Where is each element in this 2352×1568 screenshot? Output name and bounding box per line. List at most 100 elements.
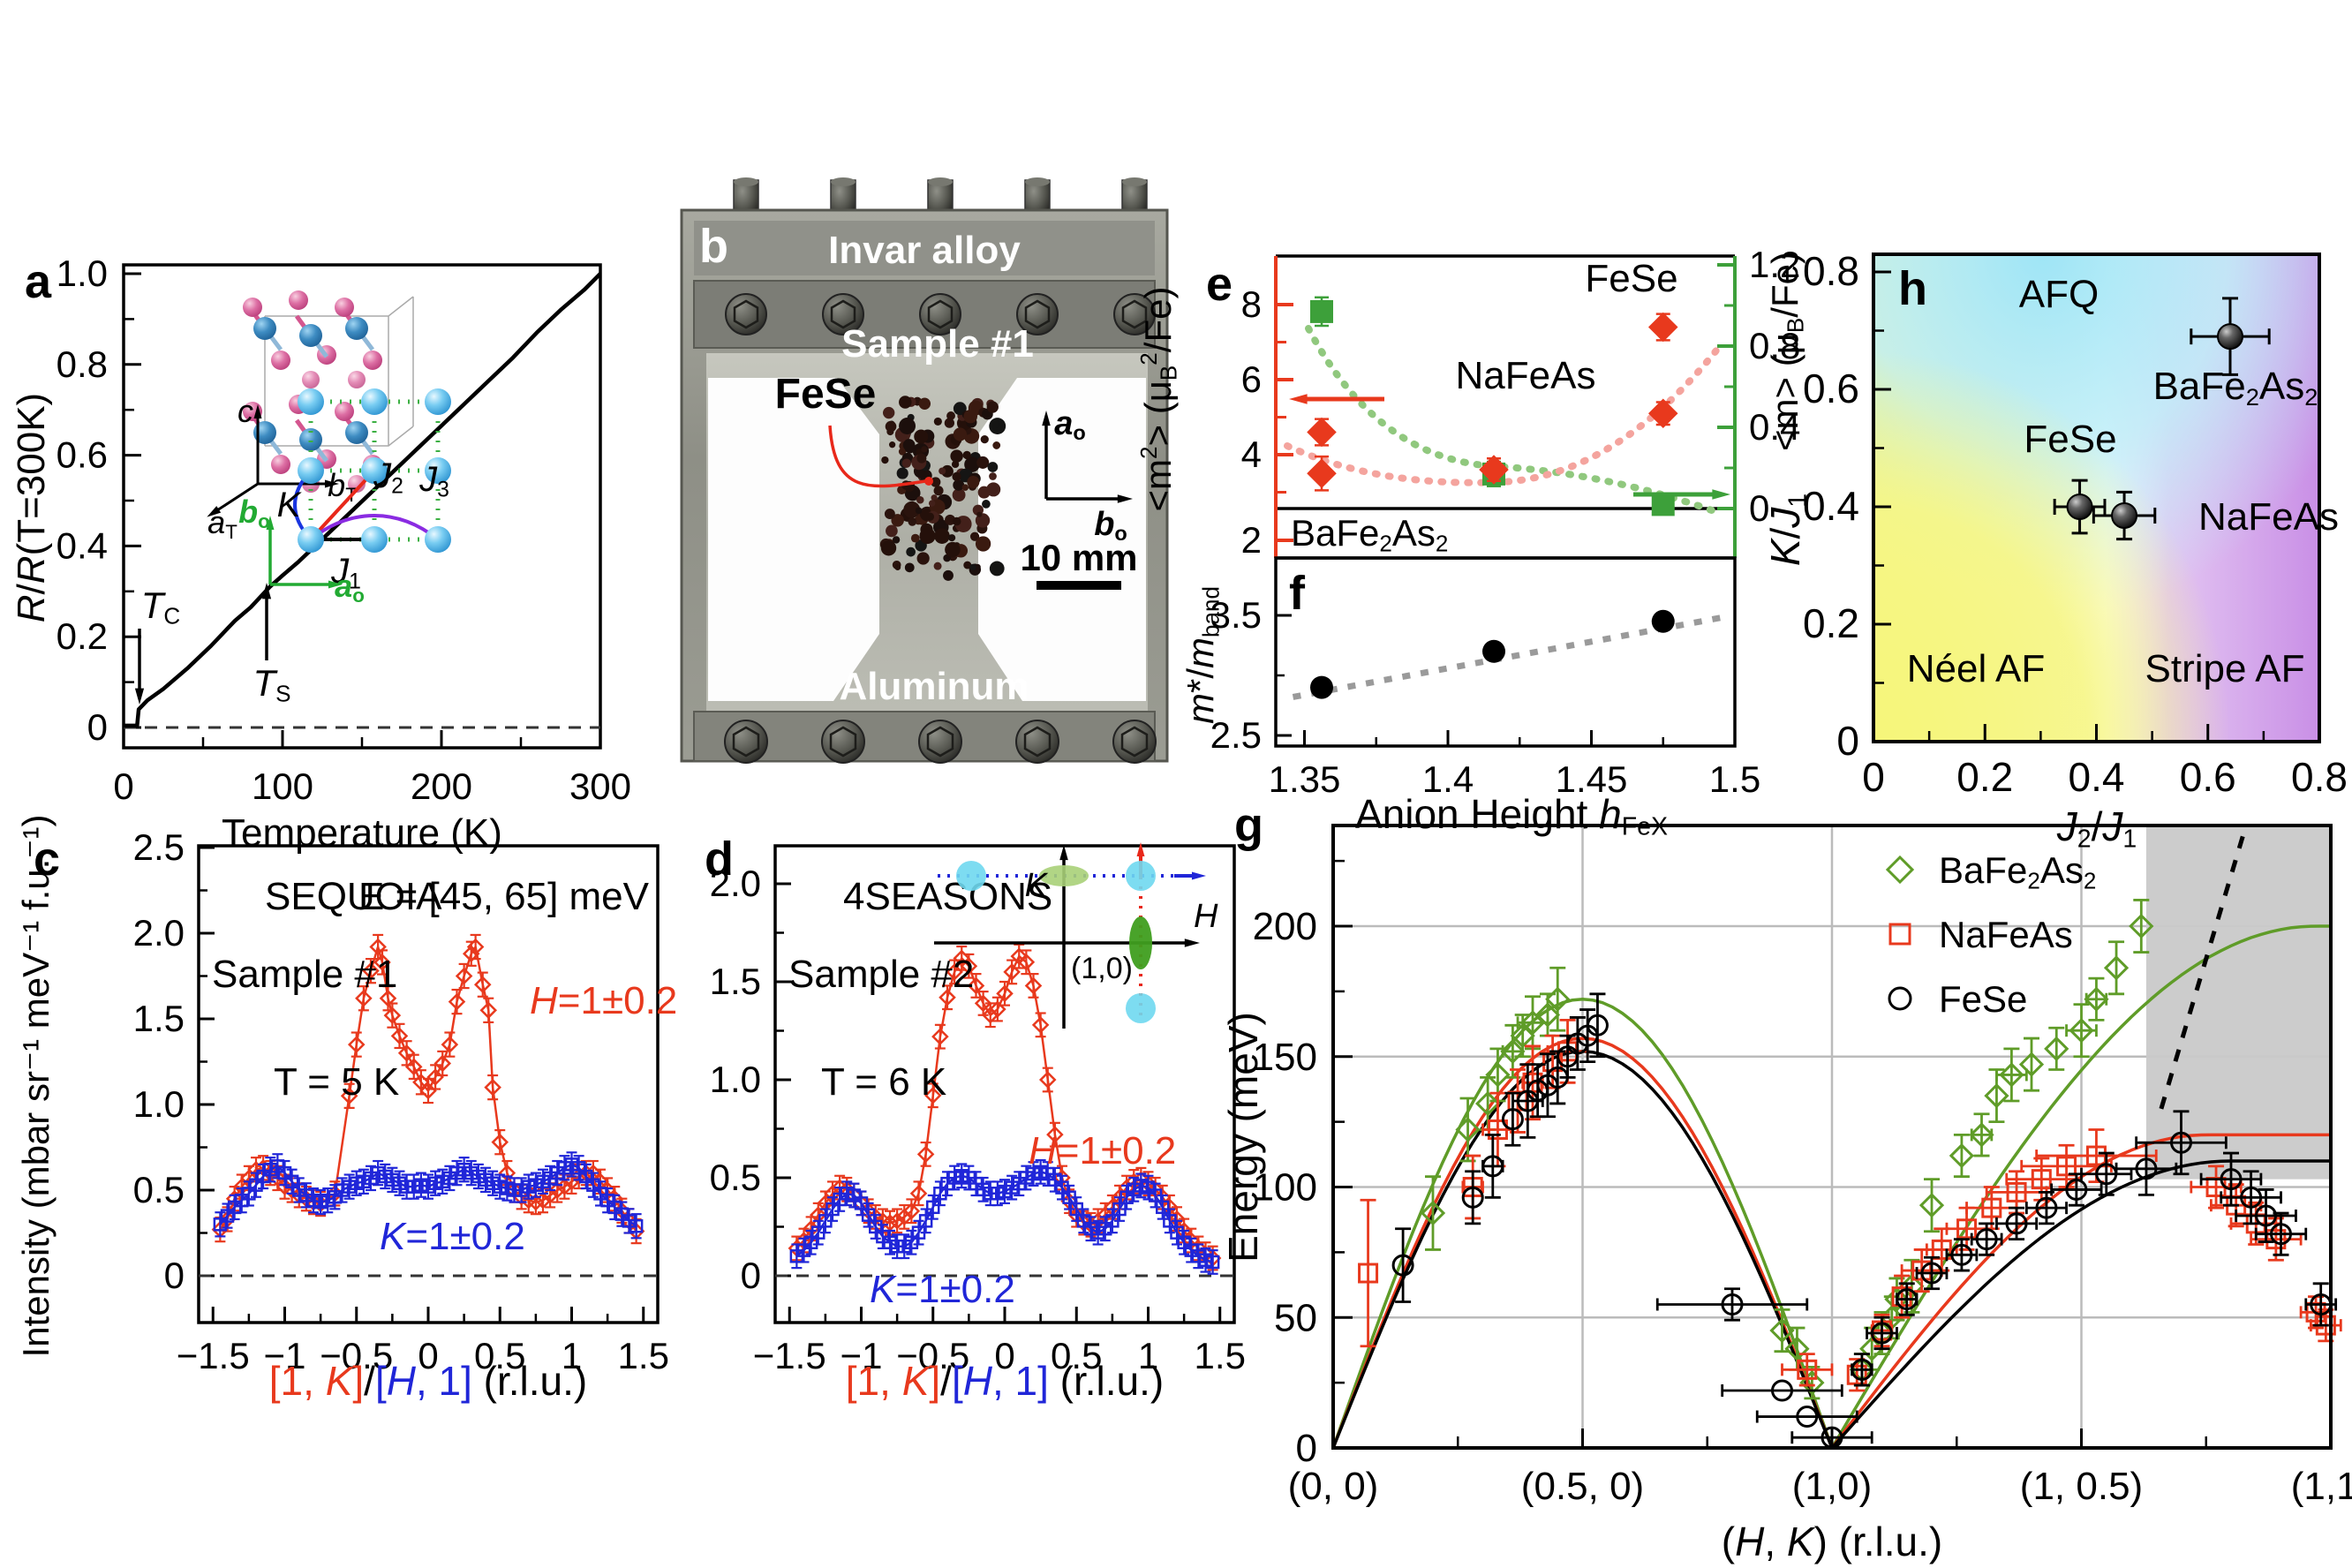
h-xlabel: J2/J1: [2056, 803, 2137, 853]
e-right-tick: 1.2: [1749, 244, 1800, 285]
panel-g-axes: 0 50 100 150 200 (0, 0) (0.5, 0) (1,0) (1, 0.5) (…: [1253, 824, 2352, 1508]
panel-d-xtick: −1: [841, 1335, 883, 1376]
panel-d-ytick: 0.5: [710, 1157, 761, 1198]
panel-d-ytick: 2.0: [710, 863, 761, 904]
a-xtick: 200: [411, 765, 472, 807]
g-xtick: (0.5, 0): [1521, 1465, 1644, 1508]
h-region-neel: Néel AF: [1907, 647, 2046, 690]
panel-h-points: [2053, 297, 2271, 541]
h-region-afq: AFQ: [2019, 273, 2099, 316]
a-xtick: 0: [113, 765, 133, 807]
panel-f: 3.5 2.51.35 1.4 1.45 1.5 m*/mband Anion Height…: [1180, 556, 1760, 841]
panel-letter-h: h: [1898, 262, 1927, 315]
g-ylabel: Energy (meV): [1220, 1012, 1266, 1263]
a-label-Ts: TS: [253, 662, 290, 707]
d-sample: Sample #2: [788, 953, 974, 996]
panel-d-series-1: [789, 1158, 1220, 1275]
h-ytick: 0.4: [1803, 483, 1859, 529]
panel-d-xtick: 1: [1138, 1335, 1158, 1376]
f-ytick: 3.5: [1210, 594, 1262, 636]
panel-d-xtick: −0.5: [896, 1335, 969, 1376]
a-xlabel: Temperature (K): [222, 811, 502, 855]
panel-c-xtick: 1: [562, 1335, 582, 1376]
h-ytick: 0.2: [1803, 600, 1859, 646]
g-xtick: (1,1): [2291, 1465, 2352, 1508]
g-ytick: 200: [1253, 905, 1317, 948]
e-right-tick: 0.4: [1749, 406, 1800, 448]
e-label-bafe2as2: BaFe2As2: [1291, 512, 1448, 557]
panel-c-xtick: −1: [264, 1335, 306, 1376]
panel-letter-g: g: [1234, 799, 1263, 852]
d-label-H: H=1±0.2: [1029, 1129, 1176, 1172]
panel-c-series-1: [213, 1151, 644, 1240]
panel-d-axes: −1.5 −1 −0.5 0 0.5 1 1.5 0 0.5 1.0 1.5 2.0: [710, 844, 1246, 1376]
a-ytick: 0.8: [57, 343, 108, 385]
a-xtick: 300: [569, 765, 631, 807]
c-sample: Sample #1: [212, 953, 397, 996]
d-label-K: K=1±0.2: [870, 1268, 1015, 1311]
g-legend-2: FeSe: [1939, 978, 2027, 1020]
photo-scalebar-label: 10 mm: [1020, 537, 1137, 578]
c-label-K: K=1±0.2: [380, 1215, 525, 1258]
panel-c-ytick: 2.0: [133, 912, 185, 954]
photo-label-sample: Sample #1: [841, 322, 1034, 366]
h-xtick: 0.2: [1956, 754, 2013, 800]
photo-axis-ao: ao: [1054, 405, 1086, 444]
d-inset-H: H: [1194, 898, 1218, 935]
photo-label-fese: FeSe: [775, 371, 877, 418]
panel-c: −1.5 −1 −0.5 0 0.5 1 1.5 0 0.5 1.0 1.5 2.0 2.5 [1, K]…: [15, 815, 677, 1404]
panel-c-xtick: 1.5: [618, 1335, 669, 1376]
f-xtick: 1.4: [1422, 758, 1474, 800]
d-inset-K: K: [1025, 867, 1049, 904]
g-xtick: (1, 0.5): [2020, 1465, 2143, 1508]
panel-f-axes: 3.5 2.51.35 1.4 1.45 1.5: [1210, 556, 1760, 800]
panel-c-xtick: 0.5: [474, 1335, 525, 1376]
e-left-tick: 2: [1241, 519, 1262, 561]
photo-cutout-left: [708, 378, 879, 701]
e-right-tick: 0.8: [1749, 325, 1800, 366]
d-inset-10: (1,0): [1071, 952, 1133, 985]
e-left-tick: 6: [1241, 358, 1262, 400]
g-ytick: 100: [1253, 1166, 1317, 1210]
panel-g-legend: BaFe2As2 NaFeAs FeSe: [1885, 849, 2096, 1020]
e-label-nafeas: NaFeAs: [1456, 354, 1596, 397]
h-ytick: 0.8: [1803, 248, 1859, 294]
photo-axis-bo: bo: [1094, 506, 1127, 545]
photo-scalebar: [1037, 581, 1121, 590]
a-axis-bT: bT: [328, 467, 358, 506]
d-temperature: T = 6 K: [821, 1060, 946, 1104]
panel-letter-f: f: [1289, 567, 1305, 620]
panel-c-xtick: −1.5: [177, 1335, 250, 1376]
h-label-nafeas: NaFeAs: [2198, 495, 2339, 539]
panel-e: 8 6 4 2 1.2 0.8 0.4 0 <m2> (μB2/Fe) <m> (μB/Fe) Fe…: [1135, 244, 1809, 561]
g-shaded-region: [2145, 825, 2331, 1180]
f-ytick: 2.5: [1210, 714, 1262, 756]
panel-a-ortho-axes: bo ao: [238, 494, 365, 607]
panel-e-red-points: [1307, 312, 1678, 492]
a-ytick: 0: [87, 706, 108, 748]
panel-d-ytick: 1.5: [710, 961, 761, 1002]
c-label-H: H=1±0.2: [530, 979, 677, 1022]
c-energy: E = [45, 65] meV: [358, 875, 650, 918]
e-label-fese: FeSe: [1585, 257, 1677, 300]
panel-c-ytick: 0: [164, 1255, 185, 1296]
panel-letter-e: e: [1206, 258, 1233, 311]
panel-letter-a: a: [25, 255, 52, 308]
g-xlabel: (H, K) (r.l.u.): [1722, 1519, 1942, 1564]
panel-d: −1.5 −1 −0.5 0 0.5 1 1.5 0 0.5 1.0 1.5 2.0 [1, K]/[H…: [710, 842, 1246, 1404]
e-right-tick: 0: [1749, 487, 1769, 529]
panel-a-annotations: TC TS: [134, 583, 291, 707]
panel-letter-d: d: [705, 833, 734, 886]
panel-c-ytick: 1.5: [133, 998, 185, 1039]
a-label-J1: J1: [330, 552, 361, 593]
photo-label-invar: Invar alloy: [828, 229, 1021, 272]
d-instrument: 4SEASONS: [843, 875, 1052, 918]
panel-letter-c: c: [34, 833, 61, 886]
g-legend-0: BaFe2As2: [1939, 849, 2096, 894]
panel-a-curve: [124, 272, 602, 728]
h-xtick: 0.6: [2180, 754, 2236, 800]
h-xtick: 0.8: [2291, 754, 2348, 800]
a-label-J3: J3: [418, 460, 449, 501]
